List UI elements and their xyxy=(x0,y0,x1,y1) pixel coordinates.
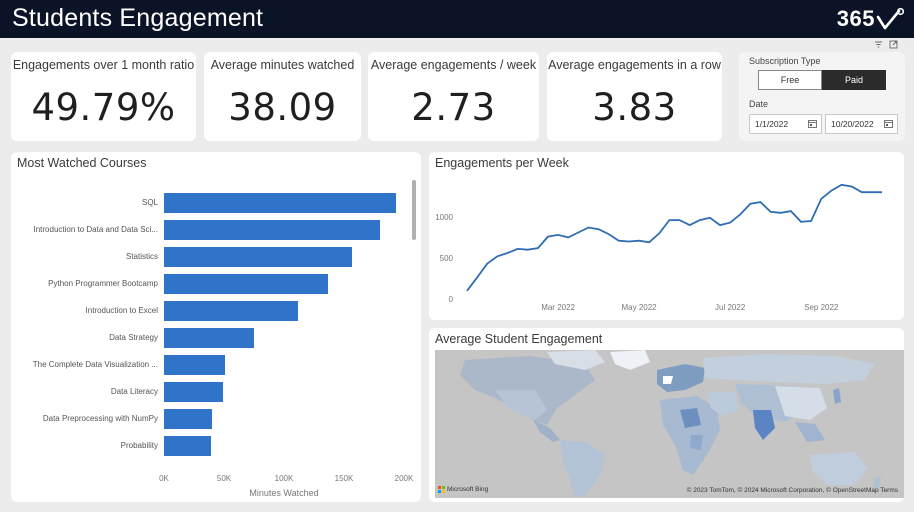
y-tick-label: 0 xyxy=(449,295,454,304)
end-date-input[interactable]: 10/20/2022 xyxy=(825,114,898,134)
paid-toggle-button[interactable]: Paid xyxy=(822,70,886,90)
x-tick-label: 50K xyxy=(216,474,232,483)
bar-category-label: SQL xyxy=(141,198,158,207)
start-date-input[interactable]: 1/1/2022 xyxy=(749,114,822,134)
x-tick-label: 200K xyxy=(394,474,414,483)
world-map-shapes xyxy=(460,350,881,498)
filters-panel: Subscription Type Free Paid Date 1/1/202… xyxy=(739,52,905,141)
microsoft-logo-icon xyxy=(438,486,445,493)
start-date-value: 1/1/2022 xyxy=(755,119,789,129)
kpi-card-in-a-row: Average engagements in a row 3.83 xyxy=(547,52,722,141)
date-label: Date xyxy=(749,99,769,109)
kpi-label: Average engagements / week xyxy=(370,58,537,72)
free-toggle-button[interactable]: Free xyxy=(758,70,822,90)
bar-category-label: Statistics xyxy=(125,252,158,261)
kpi-card-minutes: Average minutes watched 38.09 xyxy=(204,52,361,141)
kpi-card-per-week: Average engagements / week 2.73 xyxy=(368,52,539,141)
bar[interactable] xyxy=(164,328,254,348)
x-tick-label: Jul 2022 xyxy=(715,303,746,312)
line-chart: 0 500 1000 Mar 2022 May 2022 Jul 2022 Sep 2022 xyxy=(435,183,882,312)
world-map[interactable]: Microsoft Bing © 2023 TomTom, © 2024 Mic… xyxy=(435,350,904,498)
average-student-engagement-panel: Average Student Engagement xyxy=(429,328,904,502)
bar-category-label: Data Preprocessing with NumPy xyxy=(42,414,158,423)
x-tick-label: May 2022 xyxy=(622,303,658,312)
x-axis-title: Minutes Watched xyxy=(249,488,319,498)
brand-logo: 365 xyxy=(837,3,904,35)
bar[interactable] xyxy=(164,355,226,375)
checkmark-logo-icon xyxy=(876,7,904,30)
x-tick-label: 0K xyxy=(159,474,169,483)
x-tick-label: Mar 2022 xyxy=(541,303,575,312)
most-watched-courses-panel: Most Watched Courses SQL Introduction to … xyxy=(11,152,421,502)
kpi-label: Engagements over 1 month ratio xyxy=(12,58,195,72)
filter-icon[interactable] xyxy=(874,40,883,49)
kpi-label: Average minutes watched xyxy=(210,58,355,72)
map-attribution[interactable]: © 2023 TomTom, © 2024 Microsoft Corporat… xyxy=(686,487,898,494)
x-tick-label: 100K xyxy=(274,474,294,483)
bar-category-label: Introduction to Data and Data Sci... xyxy=(33,225,158,234)
bar[interactable] xyxy=(164,436,211,456)
bar[interactable] xyxy=(164,274,329,294)
visual-header-icons xyxy=(874,40,898,49)
subscription-type-label: Subscription Type xyxy=(749,56,821,66)
scrollbar[interactable] xyxy=(412,180,416,240)
bar-category-label: Introduction to Excel xyxy=(85,306,158,315)
bar[interactable] xyxy=(164,220,380,240)
bar-category-label: Probability xyxy=(120,441,158,450)
end-date-value: 10/20/2022 xyxy=(831,119,874,129)
bar[interactable] xyxy=(164,301,299,321)
engagements-per-week-panel: Engagements per Week 0 500 1000 Mar 2022 May… xyxy=(429,152,904,320)
title-bar: Students Engagement 365 xyxy=(0,0,914,38)
kpi-value: 38.09 xyxy=(228,86,337,129)
panel-title: Most Watched Courses xyxy=(17,156,147,170)
kpi-value: 2.73 xyxy=(411,86,496,129)
bar-category-label: The Complete Data Visualization ... xyxy=(32,360,158,369)
series-line[interactable] xyxy=(466,183,882,292)
bar-category-label: Data Strategy xyxy=(109,333,158,342)
logo-text: 365 xyxy=(836,6,875,31)
y-tick-label: 500 xyxy=(440,254,454,263)
focus-mode-icon[interactable] xyxy=(889,40,898,49)
bar[interactable] xyxy=(164,409,212,429)
kpi-label: Average engagements in a row xyxy=(548,58,721,72)
x-tick-label: 150K xyxy=(334,474,354,483)
x-tick-label: Sep 2022 xyxy=(804,303,839,312)
panel-title: Average Student Engagement xyxy=(435,332,603,346)
y-tick-label: 1000 xyxy=(435,213,453,222)
kpi-card-ratio: Engagements over 1 month ratio 49.79% xyxy=(11,52,196,141)
bar[interactable] xyxy=(164,193,396,213)
provider-label: Microsoft Bing xyxy=(447,486,489,493)
bar-category-label: Python Programmer Bootcamp xyxy=(48,279,158,288)
bar[interactable] xyxy=(164,247,353,267)
map-provider: Microsoft Bing xyxy=(438,486,488,493)
kpi-value: 49.79% xyxy=(31,86,176,129)
panel-title: Engagements per Week xyxy=(435,156,569,170)
page-title: Students Engagement xyxy=(12,4,264,32)
bar[interactable] xyxy=(164,382,223,402)
calendar-icon[interactable] xyxy=(808,119,817,128)
calendar-icon[interactable] xyxy=(884,119,893,128)
kpi-value: 3.83 xyxy=(592,86,677,129)
bar-category-label: Data Literacy xyxy=(110,387,158,396)
